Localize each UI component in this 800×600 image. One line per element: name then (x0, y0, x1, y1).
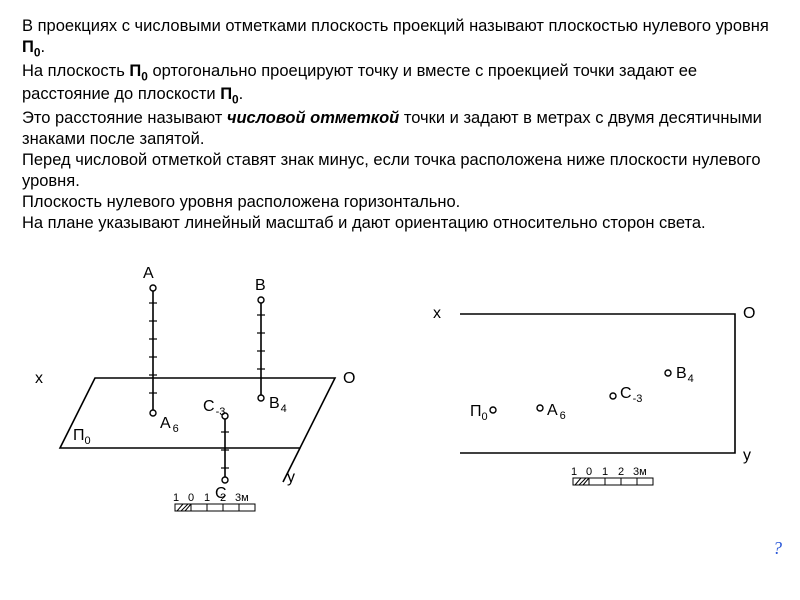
svg-text:2: 2 (220, 492, 226, 504)
svg-text:1: 1 (173, 492, 179, 504)
lbl-A: A (143, 265, 154, 282)
lbl-O: O (743, 305, 755, 322)
t: В проекциях с числовыми отметками плоско… (22, 17, 769, 35)
lbl-A6: A6 (160, 415, 179, 435)
lbl-B4: B4 (269, 395, 287, 415)
svg-text:1: 1 (204, 492, 210, 504)
para-3: Это расстояние называют числовой отметко… (22, 108, 778, 150)
lbl-y: y (287, 469, 295, 486)
body-text: В проекциях с числовыми отметками плоско… (22, 16, 778, 234)
svg-text:3м: 3м (633, 466, 647, 478)
lbl-Cm3: C-3 (203, 398, 225, 418)
svg-text:2: 2 (618, 466, 624, 478)
svg-text:1: 1 (602, 466, 608, 478)
lbl-A6: A6 (547, 402, 566, 422)
lbl-y: y (743, 447, 751, 464)
svg-text:0: 0 (188, 492, 194, 504)
para-1: В проекциях с числовыми отметками плоско… (22, 16, 778, 61)
lbl-x: x (35, 370, 43, 387)
lbl-B4: B4 (676, 365, 694, 385)
footer-qmark: ? (773, 537, 782, 560)
sym-P0: П0 (220, 85, 238, 103)
term: числовой отметкой (227, 109, 399, 127)
lbl-B: B (255, 277, 266, 294)
svg-text:0: 0 (586, 466, 592, 478)
sym-P0: П0 (22, 38, 40, 56)
svg-text:1: 1 (571, 466, 577, 478)
para-6: На плане указывают линейный масштаб и да… (22, 213, 778, 234)
lbl-x: x (433, 305, 441, 322)
para-5: Плоскость нулевого уровня расположена го… (22, 192, 778, 213)
lbl-Cm3: C-3 (620, 385, 642, 405)
lbl-P0: П0 (73, 427, 91, 447)
diagram-plan: x O y П0 A6 B4 C-3 1 0 1 2 3м (415, 248, 775, 528)
lbl-P0: П0 (470, 403, 488, 423)
para-4: Перед числовой отметкой ставят знак мину… (22, 150, 778, 192)
diagrams: A B C x O y П0 A6 B4 C-3 1 0 1 2 3 (22, 248, 778, 528)
sym-P0: П0 (129, 62, 147, 80)
para-2: На плоскость П0 ортогонально проецируют … (22, 61, 778, 108)
lbl-O: O (343, 370, 355, 387)
diagram-oblique: A B C x O y П0 A6 B4 C-3 1 0 1 2 3 (25, 248, 385, 528)
svg-text:3м: 3м (235, 492, 249, 504)
